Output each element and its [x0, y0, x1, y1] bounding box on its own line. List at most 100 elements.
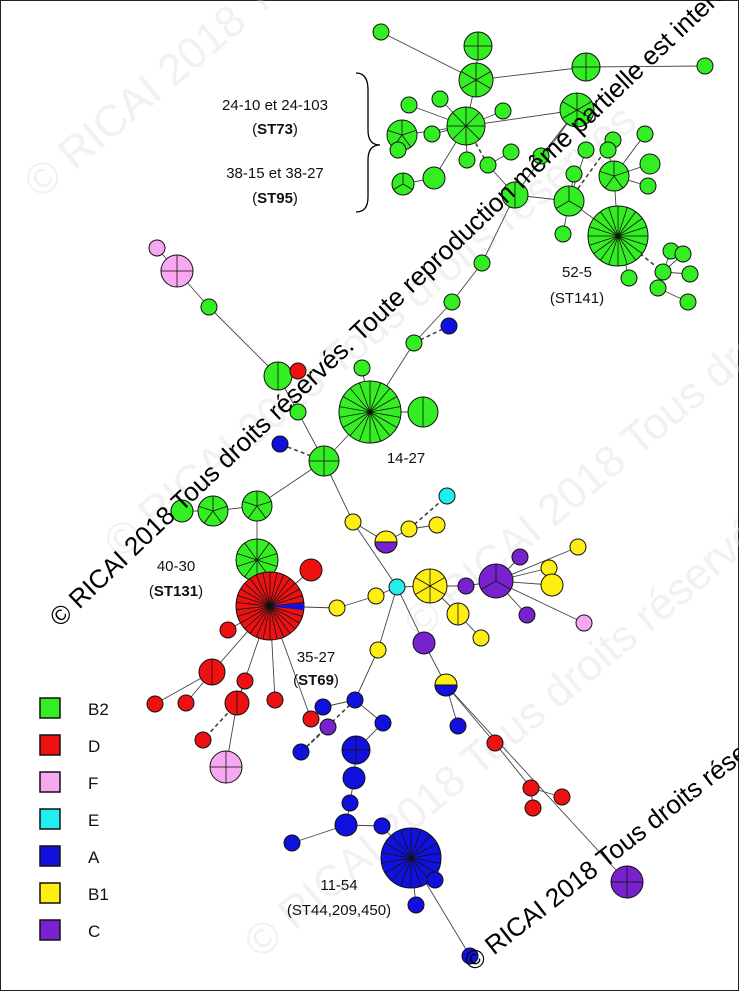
node-spoke [369, 411, 398, 428]
node-g1 [372, 23, 390, 41]
node-spoke [481, 580, 497, 590]
node-g7 [431, 90, 449, 108]
node-c2 [478, 563, 514, 599]
node-spoke [381, 857, 412, 864]
node-spoke [249, 605, 271, 634]
node-spoke [599, 170, 615, 177]
node-circle [328, 599, 346, 617]
node-g48 [308, 445, 340, 477]
node-circle [479, 156, 497, 174]
node-spoke [461, 71, 477, 81]
node-a8 [342, 766, 366, 790]
node-g2 [463, 31, 493, 61]
node-circle [522, 779, 540, 797]
node-g30 [587, 205, 649, 267]
legend-label-d: D [88, 737, 100, 756]
node-spoke [381, 852, 412, 859]
label-st73-strains: 24-10 et 24-103 [222, 97, 328, 114]
node-g10 [559, 92, 595, 128]
node-d5 [198, 658, 226, 686]
node-g32 [620, 269, 638, 287]
node-circle [426, 871, 444, 889]
node-spoke [589, 235, 619, 246]
node-a2 [271, 435, 289, 453]
node-spoke [410, 834, 431, 859]
node-spoke [613, 175, 624, 189]
node-g9 [494, 102, 512, 120]
node-spoke [617, 211, 636, 237]
node-y12 [569, 538, 587, 556]
node-circle [422, 166, 446, 190]
node-circle [302, 710, 320, 728]
node-circle [636, 125, 654, 143]
node-circle [407, 896, 425, 914]
node-spoke [359, 382, 371, 413]
node-spoke [600, 211, 619, 237]
node-spoke [236, 602, 271, 607]
node-g24 [599, 141, 617, 159]
node-circle [502, 143, 520, 161]
legend-swatch-e [39, 808, 61, 830]
node-circle [569, 538, 587, 556]
node-circle [494, 102, 512, 120]
node-circle [146, 695, 164, 713]
node-spoke [568, 200, 583, 209]
node-circle [289, 362, 307, 380]
node-circle [353, 359, 371, 377]
node-d2 [299, 558, 323, 582]
node-circle [292, 743, 310, 761]
node-circle [367, 587, 385, 605]
edge-y11-d13 [445, 684, 496, 744]
node-spoke [369, 396, 398, 413]
legend-swatch-b2 [39, 697, 61, 719]
node-g45 [289, 403, 307, 421]
node-spoke [249, 578, 271, 607]
node-a6 [292, 743, 310, 761]
node-g5 [696, 57, 714, 75]
node-g14 [458, 151, 476, 169]
node-circle [540, 573, 564, 597]
node-spoke [269, 605, 303, 617]
node-d8 [236, 672, 254, 690]
node-spoke [475, 71, 491, 81]
node-spoke [369, 382, 381, 413]
node-y1 [344, 513, 362, 531]
node-spoke [576, 109, 592, 119]
node-spoke [617, 218, 643, 237]
legend-label-e: E [88, 811, 99, 830]
node-spoke [236, 605, 271, 610]
label-st69: (ST69) [293, 672, 339, 689]
node-g26 [639, 153, 661, 175]
node-circle [271, 435, 289, 453]
node-y11 [434, 673, 458, 697]
node-spoke [339, 411, 371, 418]
node-spoke [593, 218, 619, 237]
node-spoke [617, 235, 647, 246]
node-a17 [461, 947, 479, 965]
node-spoke [452, 125, 467, 140]
node-spoke [269, 605, 285, 638]
group-bracket [355, 72, 381, 213]
node-g25 [598, 160, 630, 192]
edge-g5-g4 [585, 65, 706, 68]
node-circle [473, 254, 491, 272]
node-spoke [342, 411, 371, 428]
node-g6 [400, 96, 418, 114]
node-d1 [289, 362, 307, 380]
edge-g46-g47 [208, 306, 279, 377]
node-spoke [256, 542, 270, 561]
node-g8 [446, 106, 486, 146]
node-a15 [407, 896, 425, 914]
node-d9 [224, 690, 250, 716]
node-spoke [369, 406, 401, 413]
node-circle [511, 548, 529, 566]
node-circle [344, 513, 362, 531]
node-circle [428, 516, 446, 534]
node-spoke [237, 595, 271, 607]
node-g44 [407, 396, 439, 428]
node-half [434, 684, 458, 697]
node-spoke [452, 112, 467, 127]
node-spoke [608, 235, 619, 265]
node-spoke [465, 112, 480, 127]
